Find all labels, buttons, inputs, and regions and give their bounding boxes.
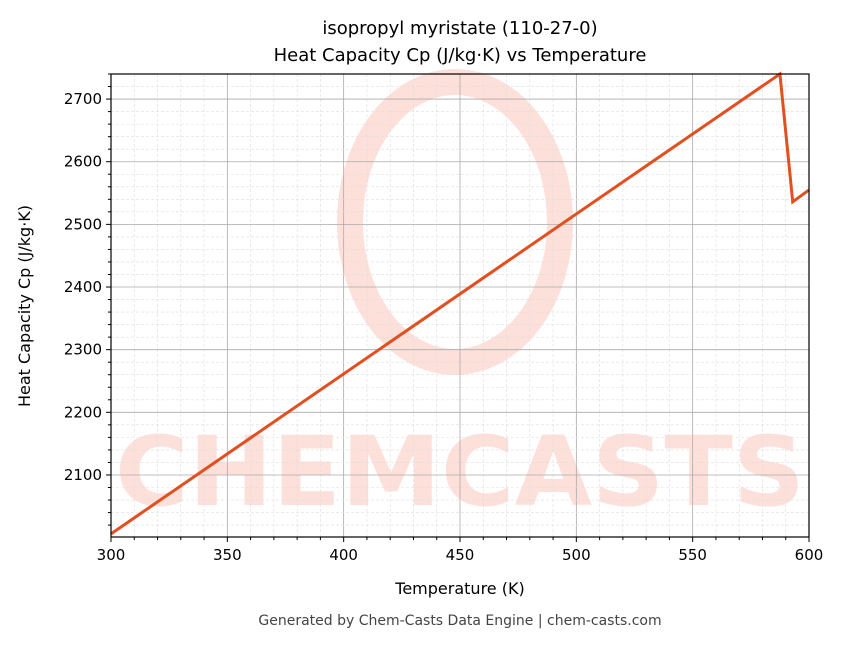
y-tick-label: 2300 [64,341,102,359]
y-axis-label: Heat Capacity Cp (J/kg·K) [15,205,34,407]
y-tick-label: 2200 [64,403,102,421]
y-tick-label: 2600 [64,153,102,171]
series-group [110,71,810,536]
y-tick-label: 2100 [64,466,102,484]
x-tick-label: 300 [97,546,126,564]
chart-title: isopropyl myristate (110-27-0) [322,18,597,39]
footer-credit: Generated by Chem-Casts Data Engine | ch… [258,613,661,629]
ticks: 300 350 400 450 500 550 600 2100 2200 2300 2400 250… [64,73,824,564]
series-line [110,71,810,536]
x-tick-label: 500 [562,546,591,564]
x-tick-label: 450 [446,546,475,564]
y-tick-label: 2500 [64,215,102,233]
x-tick-label: 350 [213,546,242,564]
x-tick-label: 600 [795,546,824,564]
x-tick-label: 550 [678,546,707,564]
y-tick-label: 2700 [64,90,102,108]
x-axis-label: Temperature (K) [394,579,524,598]
y-tick-label: 2400 [64,278,102,296]
x-tick-label: 400 [329,546,358,564]
chart-subtitle: Heat Capacity Cp (J/kg·K) vs Temperature [274,45,647,66]
